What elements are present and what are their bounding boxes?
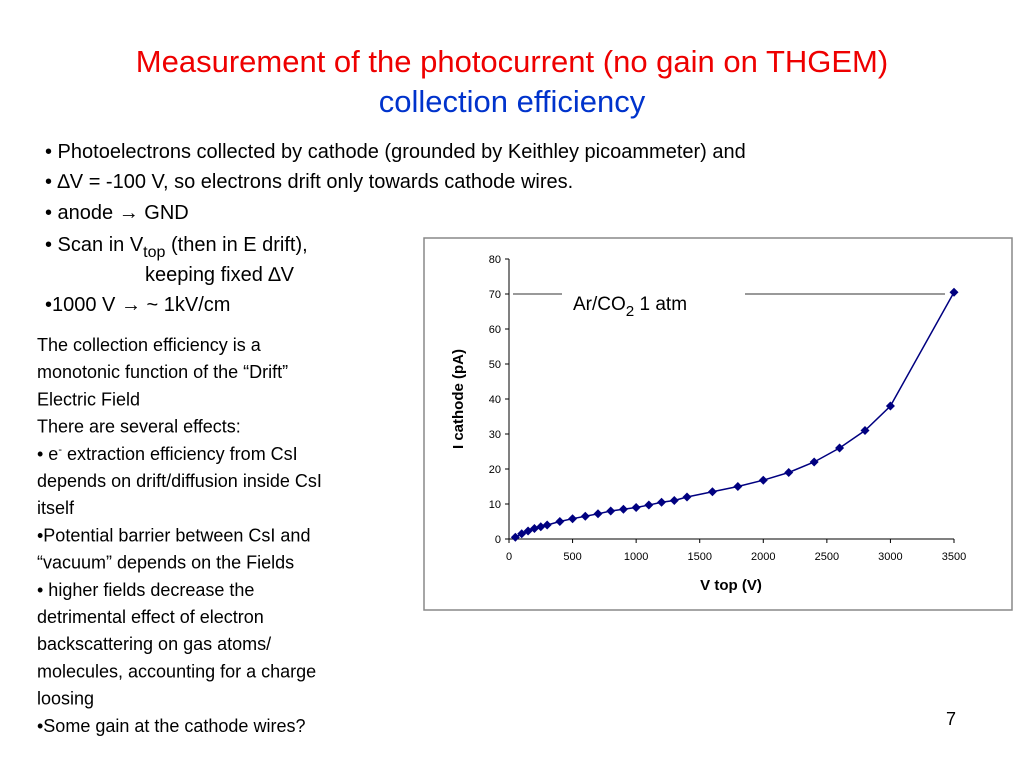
y-tick-label: 40 [489, 394, 501, 406]
data-point [568, 514, 578, 524]
data-point [860, 426, 870, 435]
y-tick-label: 30 [489, 429, 501, 441]
data-point [529, 524, 539, 533]
y-tick-label: 80 [489, 254, 501, 266]
text-part: Ar/CO [573, 294, 626, 315]
data-point [618, 504, 628, 514]
data-point [657, 497, 667, 507]
x-tick-label: 1500 [687, 551, 711, 563]
chart-frame [423, 237, 1013, 611]
paragraph-line: loosing [37, 689, 94, 709]
x-tick-label: 0 [506, 551, 512, 563]
bullet: • ∆V = -100 V, so electrons drift only t… [45, 171, 573, 193]
text-part: • e [37, 444, 58, 464]
bullet: • anode → GND [45, 202, 189, 224]
data-point [536, 522, 546, 532]
x-tick-label: 3000 [878, 551, 902, 563]
title-line-2: collection efficiency [379, 84, 646, 119]
data-point [555, 517, 565, 526]
data-point [707, 487, 717, 497]
paragraph-line: •Potential barrier between CsI and [37, 525, 310, 545]
y-tick-label: 0 [495, 534, 501, 546]
data-point [885, 401, 895, 411]
data-point [606, 506, 616, 516]
subscript: top [143, 244, 165, 261]
x-tick-label: 2500 [815, 551, 839, 563]
bullet: •1000 V → ~ 1kV/cm [45, 294, 230, 316]
data-point [758, 475, 768, 485]
bullet: keeping fixed ∆V [145, 264, 295, 286]
x-tick-label: 2000 [751, 551, 775, 563]
data-point [510, 532, 520, 542]
data-point [542, 520, 552, 530]
paragraph-line: molecules, accounting for a charge [37, 661, 316, 681]
text-part: extraction efficiency from CsI [62, 444, 298, 464]
y-tick-label: 20 [489, 464, 501, 476]
text-part: (then in E drift), [165, 234, 307, 256]
data-point [949, 287, 959, 297]
paragraph-line: •Some gain at the cathode wires? [37, 716, 305, 736]
text-part: 1 atm [634, 294, 687, 315]
data-point [631, 503, 641, 512]
data-point [835, 443, 845, 453]
annotation: Ar/CO2 1 atm [573, 294, 687, 320]
paragraph-line: depends on drift/diffusion inside CsI [37, 471, 322, 491]
data-point [784, 468, 794, 477]
title-line-1: Measurement of the photocurrent (no gain… [136, 44, 888, 79]
x-tick-label: 3500 [942, 551, 966, 563]
data-point [517, 529, 527, 539]
data-point [593, 509, 603, 519]
data-point [580, 511, 590, 521]
y-tick-label: 70 [489, 289, 501, 301]
data-point [644, 500, 654, 510]
paragraph-line: backscattering on gas atoms/ [37, 634, 271, 654]
data-point [809, 457, 819, 467]
paragraph-line: There are several effects: [37, 417, 241, 437]
paragraph-line: itself [37, 498, 75, 518]
paragraph-line: monotonic function of the “Drift” [37, 362, 288, 382]
data-point [733, 482, 743, 491]
superscript: - [58, 444, 62, 456]
bullet: • Photoelectrons collected by cathode (g… [45, 141, 746, 163]
x-tick-label: 500 [563, 551, 581, 563]
paragraph-line: Electric Field [37, 389, 140, 409]
paragraph-line: detrimental effect of electron [37, 607, 264, 627]
y-tick-label: 50 [489, 359, 501, 371]
x-tick-label: 1000 [624, 551, 648, 563]
data-point [682, 492, 692, 502]
x-axis-label: V top (V) [700, 577, 762, 594]
bullet: • Scan in Vtop (then in E drift), [45, 234, 308, 261]
paragraph-line: The collection efficiency is a [37, 335, 262, 355]
text-part: • Scan in V [45, 234, 144, 256]
y-axis-label: I cathode (pA) [450, 349, 467, 449]
subscript: 2 [626, 303, 634, 320]
page-number: 7 [946, 709, 956, 729]
y-tick-label: 60 [489, 324, 501, 336]
paragraph-line: “vacuum” depends on the Fields [37, 553, 294, 573]
paragraph-line: • e- extraction efficiency from CsI [37, 444, 298, 464]
data-point [669, 496, 679, 505]
y-tick-label: 10 [489, 499, 501, 511]
paragraph-line: • higher fields decrease the [37, 580, 254, 600]
